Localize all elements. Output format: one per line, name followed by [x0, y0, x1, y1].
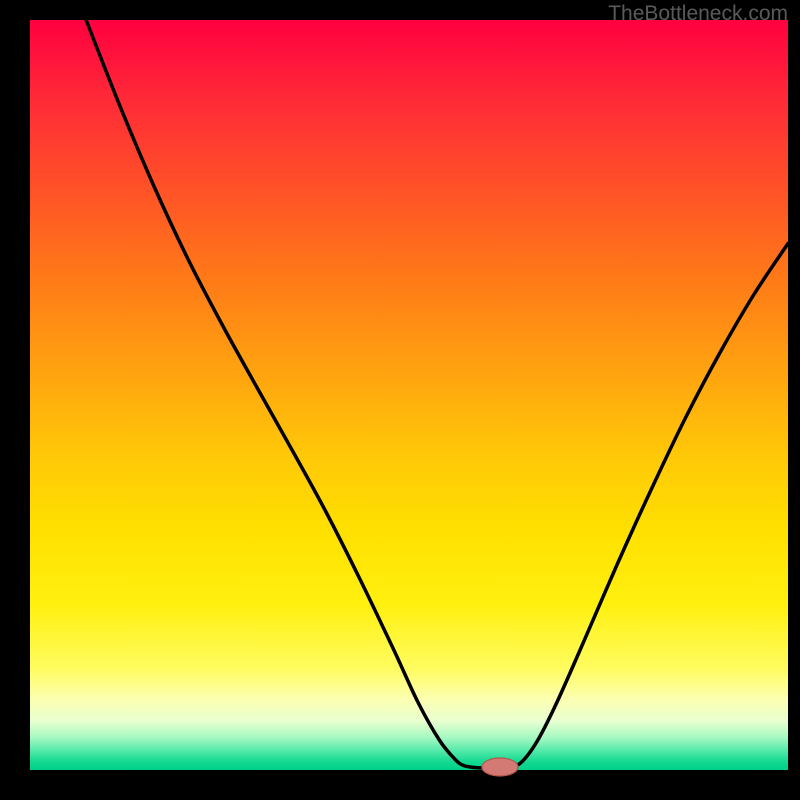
plot-background-gradient — [30, 20, 788, 770]
attribution-text: TheBottleneck.com — [608, 2, 788, 26]
bottleneck-chart-container: TheBottleneck.com — [0, 0, 800, 800]
bottleneck-curve-chart — [0, 0, 800, 800]
optimum-marker — [482, 758, 518, 776]
